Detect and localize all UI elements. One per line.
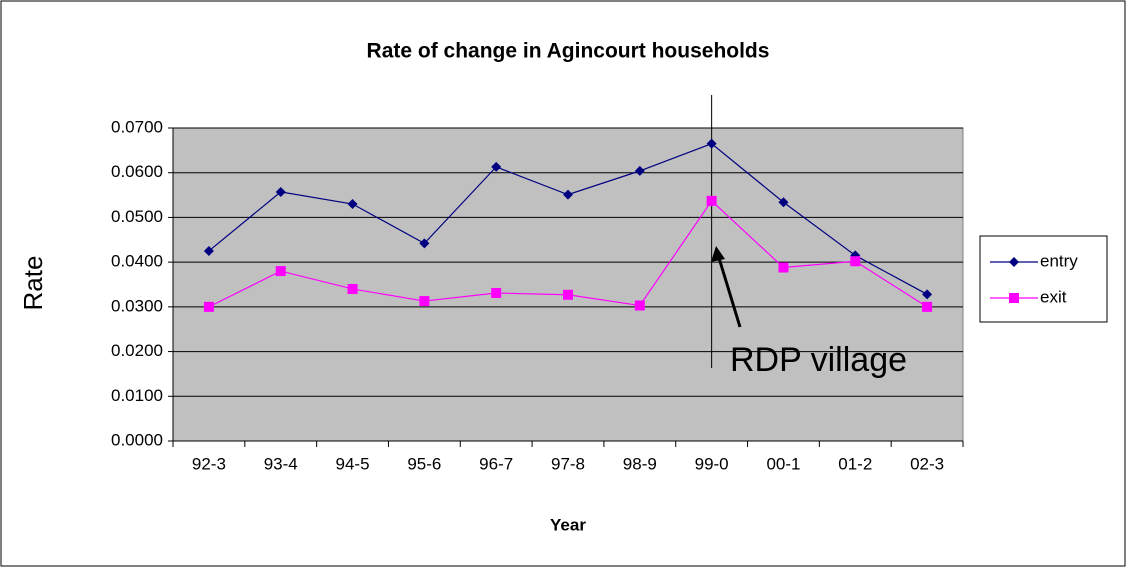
x-tick-label: 99-0 bbox=[695, 454, 729, 473]
y-tick-label: 0.0500 bbox=[111, 207, 163, 226]
x-tick-label: 98-9 bbox=[623, 454, 657, 473]
data-point bbox=[419, 238, 430, 249]
chart-title: Rate of change in Agincourt households bbox=[367, 40, 770, 63]
x-tick-label: 97-8 bbox=[551, 454, 585, 473]
y-tick-label: 0.0400 bbox=[111, 252, 163, 271]
data-point bbox=[491, 161, 502, 172]
data-point bbox=[778, 197, 789, 208]
data-point bbox=[347, 283, 358, 294]
x-tick-label: 92-3 bbox=[192, 454, 226, 473]
data-point bbox=[850, 256, 861, 267]
data-point bbox=[563, 189, 573, 200]
legend-marker bbox=[1009, 257, 1019, 267]
data-point bbox=[203, 301, 214, 312]
data-point bbox=[563, 289, 573, 300]
x-tick-label: 93-4 bbox=[264, 454, 298, 473]
data-point bbox=[419, 296, 430, 307]
legend-label: exit bbox=[1040, 287, 1067, 306]
plot-area bbox=[172, 127, 964, 442]
legend-marker bbox=[1009, 293, 1019, 303]
data-point bbox=[275, 186, 286, 197]
legend-label: entry bbox=[1040, 251, 1078, 270]
y-tick-label: 0.0600 bbox=[111, 162, 163, 181]
x-tick-label: 95-6 bbox=[407, 454, 441, 473]
x-axis-label: Year bbox=[550, 515, 586, 534]
data-point bbox=[706, 195, 717, 206]
annotation-arrowhead bbox=[711, 246, 725, 262]
x-tick-label: 94-5 bbox=[336, 454, 370, 473]
data-point bbox=[347, 199, 358, 210]
x-tick-label: 96-7 bbox=[479, 454, 513, 473]
y-tick-label: 0.0700 bbox=[111, 117, 163, 136]
y-tick-label: 0.0300 bbox=[111, 296, 163, 315]
data-point bbox=[634, 165, 645, 176]
annotation-arrow bbox=[717, 257, 742, 328]
y-tick-label: 0.0100 bbox=[111, 386, 163, 405]
data-point bbox=[491, 287, 502, 298]
legend-box bbox=[979, 235, 1108, 323]
y-axis-label: Rate bbox=[18, 256, 48, 311]
annotation: RDP village bbox=[730, 341, 907, 379]
data-point bbox=[922, 301, 933, 312]
y-tick-label: 0.0000 bbox=[111, 430, 163, 449]
data-point bbox=[706, 138, 717, 149]
x-tick-label: 00-1 bbox=[766, 454, 800, 473]
data-point bbox=[778, 262, 789, 273]
data-point bbox=[275, 266, 286, 277]
y-tick-label: 0.0200 bbox=[111, 341, 163, 360]
x-tick-label: 01-2 bbox=[838, 454, 872, 473]
data-point bbox=[203, 245, 214, 256]
data-point bbox=[922, 289, 933, 300]
data-point bbox=[634, 300, 645, 311]
x-tick-label: 02-3 bbox=[910, 454, 944, 473]
